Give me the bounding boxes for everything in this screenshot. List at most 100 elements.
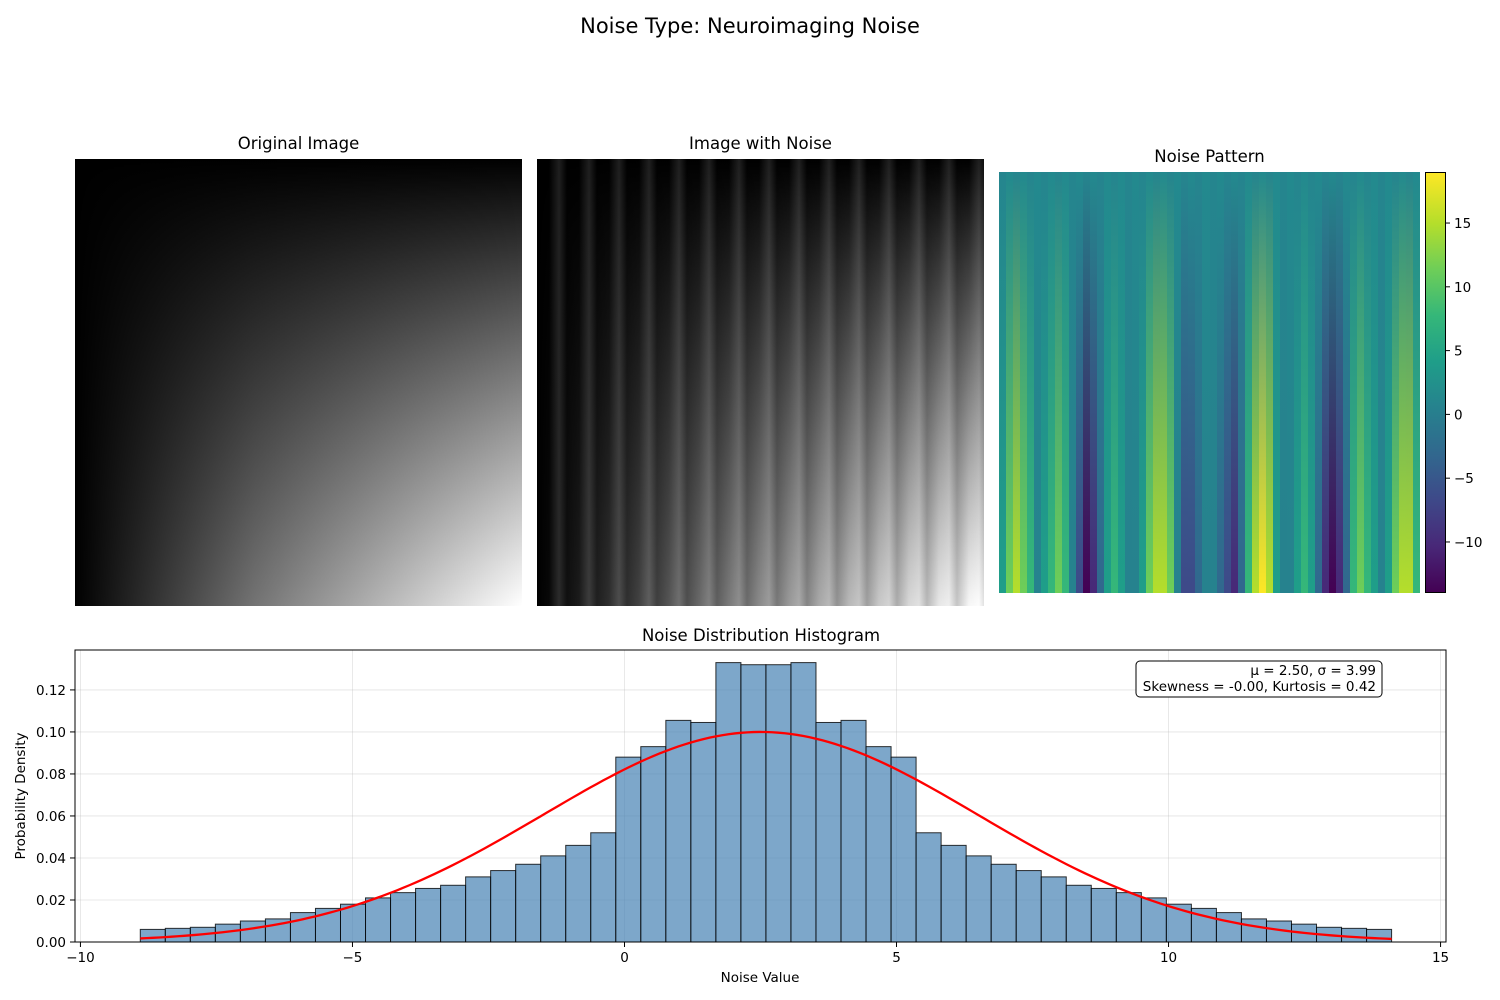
noise-stripe (1181, 172, 1190, 593)
noise-stripe (1090, 172, 1099, 593)
noise-stripe (1174, 172, 1183, 593)
x-tick-label: −5 (343, 950, 363, 966)
noise-stripe (1020, 172, 1029, 593)
histogram-bar (490, 870, 517, 943)
stats-line-1: μ = 2.50, σ = 3.99 (1250, 663, 1376, 679)
noise-stripe (1405, 172, 1414, 593)
noise-stripe (1251, 172, 1260, 593)
histogram-bar (415, 887, 442, 943)
noise-stripe (1055, 172, 1064, 593)
histogram-bar (339, 903, 367, 943)
x-tick-label: 10 (1160, 950, 1177, 966)
noise-stripe (1356, 172, 1365, 593)
noise-stripe (1370, 172, 1379, 593)
noise-stripe (1048, 172, 1057, 593)
histogram-bar (1115, 892, 1142, 943)
figure-title: Noise Type: Neuroimaging Noise (580, 14, 920, 38)
histogram-bar (1341, 927, 1368, 943)
noise-stripe (1132, 172, 1141, 593)
histogram-bar (1366, 928, 1393, 943)
x-tick-label: −10 (66, 950, 95, 966)
noise-stripe (999, 172, 1008, 593)
noise-stripe (1027, 172, 1036, 593)
histogram-bar (815, 721, 842, 943)
noise-stripe (1223, 172, 1232, 593)
noise-stripe (1006, 172, 1015, 593)
histogram-bar (1240, 918, 1267, 943)
y-tick-label: 0.00 (36, 935, 66, 951)
histogram-bar (765, 664, 792, 943)
noise-stripe (1139, 172, 1148, 593)
histogram-bar (865, 746, 892, 943)
histogram-chart: Noise Distribution Histogram Noise Value… (13, 626, 1449, 986)
x-tick-label: 15 (1432, 950, 1449, 966)
histogram-bar (790, 662, 817, 943)
x-tick-label: 0 (620, 950, 629, 966)
noise-stripe (1104, 172, 1113, 593)
histogram-bar (390, 892, 417, 943)
noise-stripe (1230, 172, 1239, 593)
histogram-bar (440, 884, 467, 943)
histogram-bar (940, 844, 967, 943)
noise-stripe (1209, 172, 1218, 593)
histogram-bar (1065, 884, 1092, 943)
noisy-image-title: Image with Noise (689, 134, 832, 153)
histogram-bar (540, 855, 567, 943)
histogram-bar (1040, 876, 1067, 943)
histogram-bar (740, 664, 767, 943)
y-tick-label: 0.04 (36, 851, 66, 867)
noise-stripe (1034, 172, 1043, 593)
colorbar-tick-label: −5 (1454, 471, 1474, 487)
normal-fit-curve (140, 730, 1392, 941)
histogram-bar (840, 719, 867, 943)
colorbar-tick-label: 10 (1454, 280, 1471, 296)
noise-stripe (1293, 172, 1302, 593)
noise-stripe (1398, 172, 1407, 593)
colorbar-tick-label: −10 (1454, 535, 1483, 551)
x-axis-label: Noise Value (721, 970, 800, 986)
histogram-title: Noise Distribution Histogram (642, 626, 880, 645)
noise-stripe (1279, 172, 1288, 593)
noise-stripe (1167, 172, 1176, 593)
histogram-bar (1015, 870, 1042, 943)
noise-stripe (1111, 172, 1120, 593)
noise-stripe (1244, 172, 1253, 593)
noise-stripe (1237, 172, 1246, 593)
noise-stripe (1069, 172, 1078, 593)
stats-line-2: Skewness = -0.00, Kurtosis = 0.42 (1143, 679, 1376, 695)
noise-stripe (1314, 172, 1323, 593)
noise-pattern-image (999, 172, 1420, 593)
colorbar-tick-label: 5 (1454, 344, 1463, 360)
noise-stripe (1363, 172, 1372, 593)
histogram-bar (590, 832, 617, 943)
histogram-bar (990, 863, 1017, 943)
histogram-bar (515, 863, 542, 943)
noise-stripe (1272, 172, 1281, 593)
noise-stripe (1118, 172, 1127, 593)
histogram-bar (640, 746, 667, 943)
noise-stripe (1328, 172, 1337, 593)
noise-stripe (1188, 172, 1197, 593)
histogram-bar (365, 897, 392, 943)
histogram-bar (615, 756, 642, 943)
histogram-bar (690, 721, 717, 943)
noisy-image (537, 159, 984, 606)
colorbar-tick-label: 0 (1454, 407, 1463, 423)
noise-stripe (1202, 172, 1211, 593)
y-tick-label: 0.12 (36, 683, 66, 699)
noise-stripe (1384, 172, 1393, 593)
histogram-bar (890, 756, 917, 943)
y-axis-ticks: 0.00 0.02 0.04 0.06 0.08 0.10 0.12 (36, 683, 75, 951)
histogram-bar (465, 876, 492, 943)
noise-stripe (1258, 172, 1267, 593)
stats-box: μ = 2.50, σ = 3.99 Skewness = -0.00, Kur… (1135, 660, 1383, 698)
noise-stripe (1083, 172, 1092, 593)
noise-stripe (1349, 172, 1358, 593)
noise-stripe (1286, 172, 1295, 593)
noise-stripe (1307, 172, 1316, 593)
noise-stripe (1195, 172, 1204, 593)
y-axis-label: Probability Density (13, 733, 29, 860)
original-image-title: Original Image (237, 134, 360, 153)
noise-stripe (1041, 172, 1050, 593)
noise-stripe (1097, 172, 1106, 593)
